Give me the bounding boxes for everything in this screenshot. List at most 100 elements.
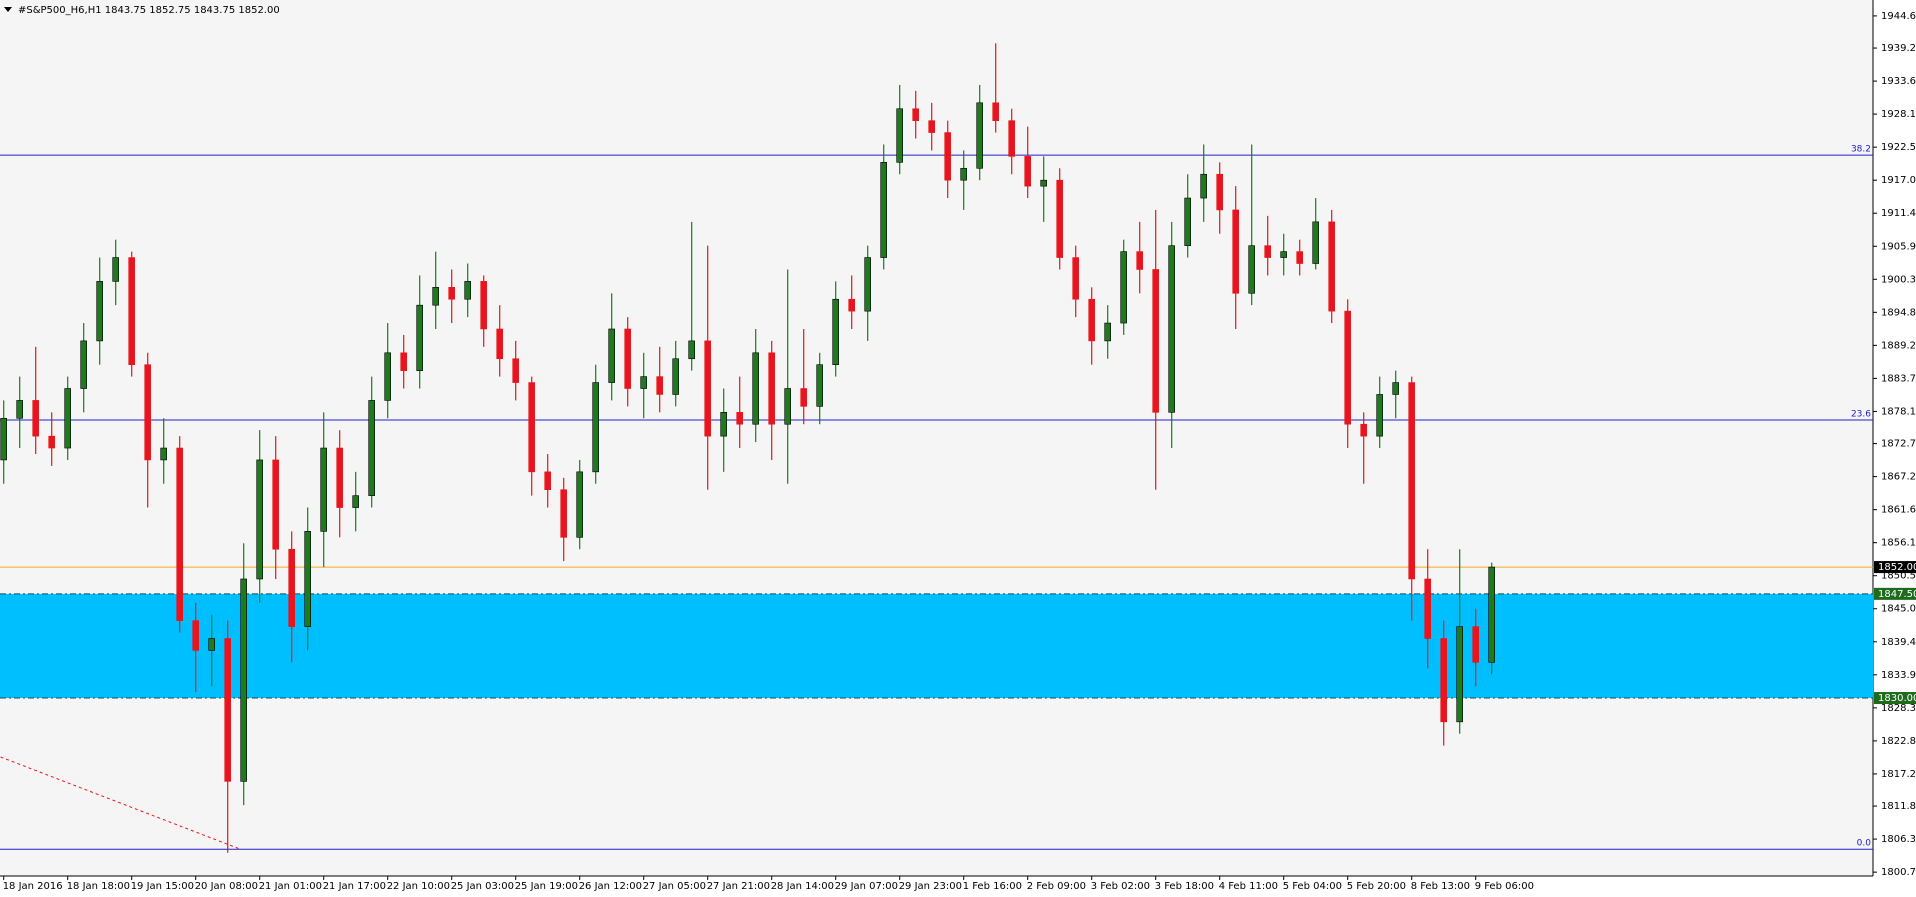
candle-body (1280, 251, 1287, 258)
candle-body (1216, 173, 1223, 211)
candle-body (768, 352, 776, 425)
candle-body (1152, 269, 1159, 413)
candle-body (1248, 245, 1255, 294)
x-tick-label: 26 Jan 12:00 (579, 881, 642, 892)
x-tick-label: 25 Jan 03:00 (451, 881, 514, 892)
candle-body (448, 287, 456, 300)
candle-body (48, 435, 56, 449)
y-tick-label: 1944.60 (1881, 11, 1916, 22)
x-tick-label: 20 Jan 08:00 (195, 881, 258, 892)
candle-body (96, 281, 103, 342)
price-mark-box (1874, 587, 1916, 600)
y-tick-label: 1883.70 (1881, 373, 1916, 384)
candle-body (1072, 257, 1079, 300)
candle-body (256, 459, 264, 580)
x-tick-label: 19 Jan 15:00 (131, 881, 194, 892)
candle-body (192, 620, 199, 651)
y-tick-label: 1911.45 (1881, 208, 1916, 219)
candle-body (1184, 197, 1191, 246)
y-tick-label: 1878.15 (1881, 406, 1916, 417)
candle-body (320, 447, 328, 532)
candle-body (592, 382, 600, 473)
x-tick-label: 5 Feb 04:00 (1283, 881, 1342, 892)
candle-body (336, 447, 344, 508)
x-tick-label: 3 Feb 02:00 (1091, 881, 1150, 892)
menu-arrow[interactable] (4, 7, 12, 12)
candle-body (112, 257, 119, 282)
candle-body (240, 578, 247, 782)
x-tick-label: 3 Feb 18:00 (1155, 881, 1214, 892)
y-tick-label: 1839.45 (1881, 637, 1916, 648)
candle-body (1440, 638, 1447, 723)
candle-body (224, 638, 231, 782)
candle-body (512, 358, 520, 383)
candle-body (720, 412, 728, 437)
price-mark-label: 1852.00 (1878, 562, 1916, 573)
x-tick-label: 28 Jan 14:00 (771, 881, 834, 892)
candle-body (352, 495, 360, 508)
x-tick-label: 22 Jan 10:00 (387, 881, 450, 892)
y-tick-label: 1922.55 (1881, 142, 1916, 153)
y-tick-label: 1917.00 (1881, 175, 1916, 186)
candle-body (1344, 310, 1351, 425)
candle-body (576, 471, 584, 538)
candle-body (1008, 120, 1016, 157)
x-tick-label: 29 Jan 07:00 (835, 881, 898, 892)
candle-body (1200, 173, 1207, 199)
candle-body (704, 340, 712, 437)
candle-body (944, 132, 952, 181)
candle-body (1312, 221, 1319, 264)
x-tick-label: 27 Jan 21:00 (707, 881, 770, 892)
fib-label: 0.0 (1857, 839, 1872, 849)
candle-body (464, 281, 472, 300)
candle-body (384, 352, 392, 401)
layer: 38.2 23.6 0.0 1944.60 1939.20 1933.65 1928.10 1… (0, 11, 1916, 892)
chart-title: #S&P500_H6,H1 1843.75 1852.75 1843.75 18… (18, 5, 280, 16)
y-tick-label: 1933.65 (1881, 76, 1916, 87)
y-tick-label: 1861.65 (1881, 505, 1916, 516)
x-tick-label: 5 Feb 20:00 (1347, 881, 1406, 892)
x-tick-label: 8 Feb 13:00 (1411, 881, 1470, 892)
y-tick-label: 1889.25 (1881, 340, 1916, 351)
candle-body (1424, 578, 1431, 639)
x-tick-label: 21 Jan 01:00 (259, 881, 322, 892)
candle-body (1056, 179, 1063, 258)
candle-body (1456, 626, 1463, 723)
y-tick-label: 1928.10 (1881, 109, 1916, 120)
candle-body (912, 108, 920, 121)
y-tick-label: 1822.80 (1881, 736, 1916, 747)
x-tick-label: 25 Jan 19:00 (515, 881, 578, 892)
candle-body (896, 108, 904, 163)
candle-body (208, 638, 215, 651)
y-tick-label: 1900.35 (1881, 274, 1916, 285)
candle-body (976, 102, 984, 169)
y-tick-label: 1806.30 (1881, 834, 1916, 845)
y-tick-label: 1850.55 (1881, 571, 1916, 582)
candle-body (640, 376, 648, 389)
candle-body (32, 400, 40, 437)
candle-body (1376, 394, 1383, 437)
candle-body (144, 364, 151, 461)
candle-body (1472, 626, 1479, 663)
candle-body (1088, 298, 1095, 342)
candle-body (416, 304, 424, 371)
candle-body (880, 162, 888, 258)
candle-body (128, 257, 135, 366)
y-tick-label: 1828.35 (1881, 703, 1916, 714)
candle-body (784, 388, 792, 425)
candle-body (1408, 382, 1415, 580)
candle-body (656, 376, 664, 395)
candle-body (1360, 423, 1367, 437)
y-tick-label: 1905.90 (1881, 241, 1916, 252)
candle-body (496, 328, 504, 360)
candle-body (1328, 221, 1335, 312)
candle-body (160, 447, 167, 461)
candle-body (752, 352, 760, 425)
candle-body (800, 388, 808, 407)
fib-label: 38.2 (1851, 145, 1871, 155)
candle-body (432, 287, 440, 306)
candle-body (80, 340, 87, 389)
candle-body (0, 417, 7, 461)
candle-body (928, 120, 936, 133)
